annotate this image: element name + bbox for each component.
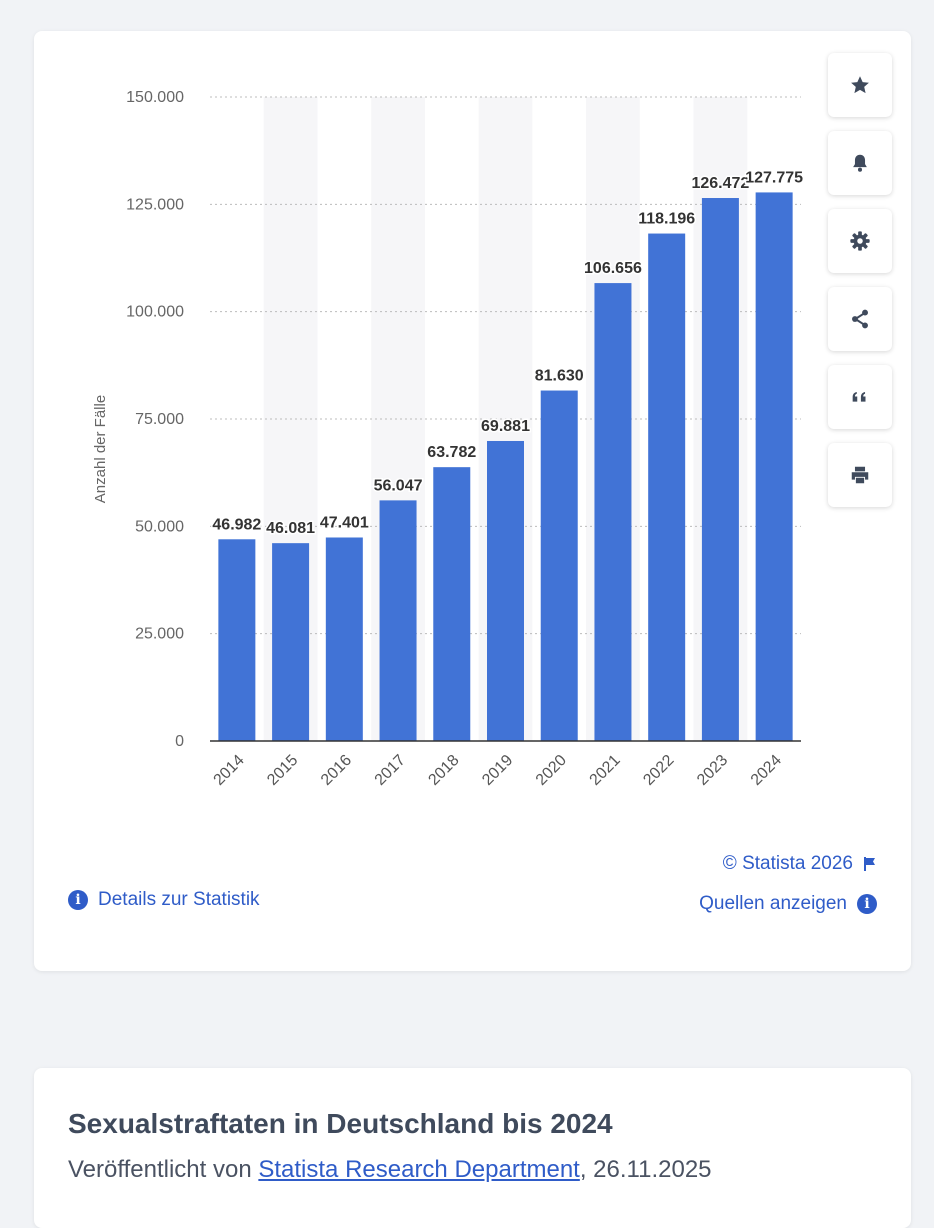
info-icon: i [857, 894, 877, 914]
data-label: 118.196 [638, 211, 695, 228]
x-tick-label: 2021 [587, 752, 624, 789]
publisher-link[interactable]: Statista Research Department [258, 1156, 580, 1183]
chart-card: 0 25.000 50.000 75.000 100.000 125.000 150.000… [34, 31, 911, 971]
bar [701, 198, 739, 741]
y-tick-label: 100.000 [126, 304, 184, 321]
y-axis-title: Anzahl der Fälle [92, 395, 109, 503]
copyright-text: © Statista 2026 [722, 853, 853, 874]
print-icon [851, 466, 869, 484]
bar [325, 537, 363, 741]
data-label: 46.081 [266, 520, 315, 537]
cite-button[interactable] [828, 365, 892, 429]
data-label: 63.782 [427, 444, 476, 461]
data-label: 106.656 [584, 260, 642, 277]
flag-icon [864, 857, 875, 871]
y-tick-label: 125.000 [126, 196, 184, 213]
x-tick-label: 2017 [372, 752, 409, 789]
bar [540, 390, 578, 741]
star-icon [851, 76, 869, 94]
bar [379, 500, 417, 741]
bar [594, 283, 632, 741]
x-tick-label: 2016 [318, 752, 355, 789]
x-tick-label: 2018 [425, 752, 462, 789]
bar [648, 233, 686, 741]
x-tick-label: 2019 [479, 752, 516, 789]
favorite-button[interactable] [828, 53, 892, 117]
y-tick-label: 0 [175, 733, 184, 750]
settings-button[interactable] [828, 209, 892, 273]
info-icon: i [68, 890, 88, 910]
bar [433, 467, 471, 741]
x-tick-label: 2015 [264, 752, 301, 789]
x-tick-label: 2023 [694, 752, 731, 789]
share-button[interactable] [828, 287, 892, 351]
publication-date: , 26.11.2025 [579, 1156, 712, 1183]
y-tick-label: 75.000 [135, 411, 184, 428]
data-label: 127.775 [745, 169, 803, 186]
bar-chart: 0 25.000 50.000 75.000 100.000 125.000 150.000… [92, 89, 805, 789]
notification-button[interactable] [828, 131, 892, 195]
bar [755, 192, 793, 742]
details-label: Details zur Statistik [98, 889, 260, 910]
sources-link[interactable]: Quellen anzeigen i [699, 893, 877, 915]
copyright-link[interactable]: © Statista 2026 [723, 853, 877, 875]
data-label: 126.472 [691, 175, 749, 192]
x-tick-label: 2020 [533, 752, 570, 789]
y-tick-label: 150.000 [126, 89, 184, 106]
print-button[interactable] [828, 443, 892, 507]
y-tick-label: 25.000 [135, 626, 184, 643]
data-label: 47.401 [320, 514, 369, 531]
x-tick-label: 2014 [211, 752, 248, 789]
gear-icon [850, 231, 870, 251]
sources-label: Quellen anzeigen [699, 893, 847, 914]
y-tick-label: 50.000 [135, 518, 184, 535]
x-tick-label: 2022 [640, 752, 677, 789]
bar [218, 539, 256, 741]
statistic-title: Sexualstraftaten in Deutschland bis 2024 [68, 1108, 613, 1139]
bar [272, 543, 310, 741]
data-label: 46.982 [212, 516, 261, 533]
data-label: 81.630 [535, 368, 584, 385]
bell-icon [853, 154, 867, 172]
share-icon [852, 309, 868, 329]
published-prefix: Veröffentlicht von [68, 1156, 252, 1183]
details-link[interactable]: i Details zur Statistik [68, 889, 260, 911]
data-label: 69.881 [481, 418, 530, 435]
quote-icon [852, 391, 866, 402]
bar [487, 440, 524, 741]
statistic-info-card: Sexualstraftaten in Deutschland bis 2024… [34, 1068, 911, 1228]
x-tick-label: 2024 [748, 752, 785, 789]
data-label: 56.047 [374, 477, 423, 494]
publication-info: Veröffentlicht von Statista Research Dep… [68, 1156, 712, 1184]
